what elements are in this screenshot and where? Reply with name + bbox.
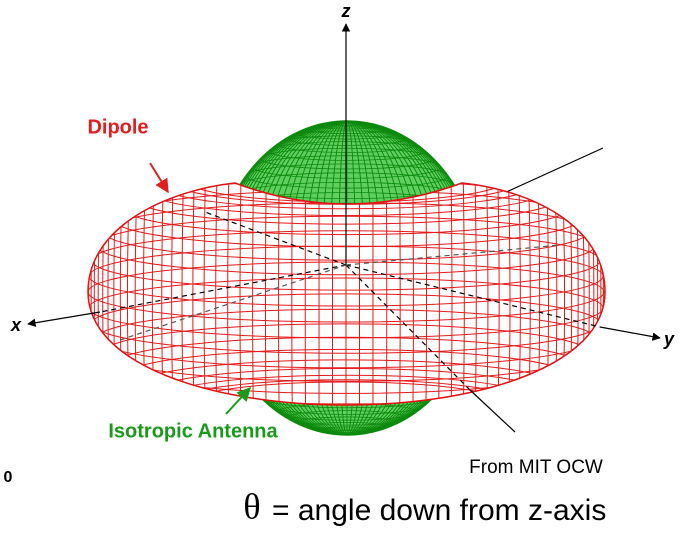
y-axis [600,327,660,338]
credit: From MIT OCW [469,457,603,478]
torus-meridian [292,170,293,420]
theta-line [470,390,515,432]
dipole-label: Dipole [87,116,148,138]
caption-symbol: θ [243,486,260,526]
x-label: x [10,315,22,335]
edge-number: 0 [4,469,13,486]
z-label: z [341,1,351,21]
caption-text: = angle down from z-axis [272,494,606,527]
x-axis [28,312,100,324]
y-label: y [663,329,675,349]
torus-meridian [400,170,401,420]
isotropic-label: Isotropic Antenna [108,420,278,442]
dipole-pointer [150,163,168,192]
diagram: z x y Dipole Isotropic Antenna From MIT … [0,0,681,552]
